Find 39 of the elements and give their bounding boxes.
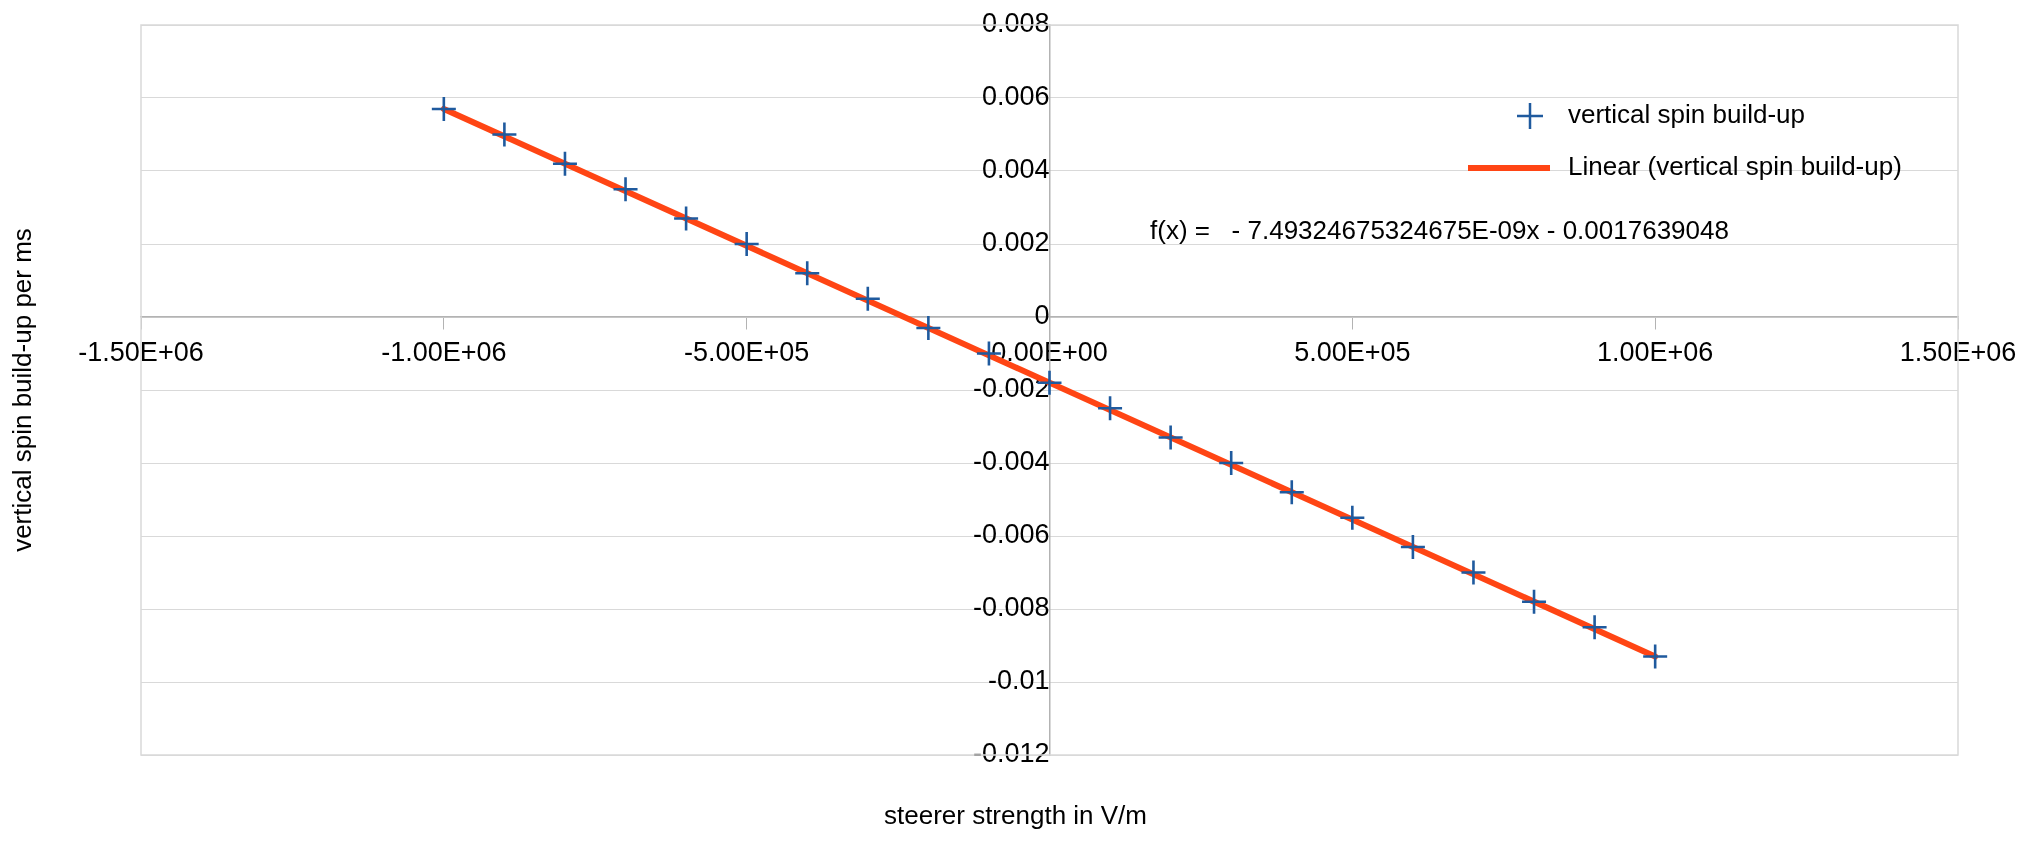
- point: [492, 122, 517, 147]
- x-tick-label: 0.00E+00: [991, 336, 1108, 367]
- point: [1582, 615, 1607, 640]
- legend-label: Linear (vertical spin build-up): [1568, 151, 1902, 182]
- y-tick-label: 0.004: [981, 154, 1050, 185]
- point: [916, 315, 941, 340]
- point: [1461, 560, 1486, 585]
- y-tick-label: -0.008: [972, 592, 1050, 623]
- x-tick-label: 1.00E+06: [1596, 336, 1714, 367]
- point: [855, 286, 880, 311]
- x-tick-label: 5.00E+05: [1294, 336, 1411, 367]
- annotation: f(x) = - 7.49324675324675E-09x - 0.0017639048: [1150, 215, 1729, 246]
- x-tick-label: -5.00E+05: [683, 336, 810, 367]
- y-tick-label: -0.012: [972, 738, 1050, 769]
- y-tick-label: 0.002: [981, 227, 1050, 258]
- y-axis-title: vertical spin build-up per ms: [6, 228, 38, 552]
- point: [552, 151, 577, 176]
- point: [1340, 505, 1365, 530]
- point: [1098, 396, 1123, 421]
- y-tick-label: 0: [1034, 300, 1050, 331]
- point: [1219, 451, 1244, 475]
- point: [1279, 480, 1304, 505]
- point: [734, 232, 759, 256]
- y-tick-label: 0.008: [981, 8, 1050, 39]
- point: [613, 177, 638, 202]
- y-tick-label: -0.004: [972, 446, 1050, 477]
- x-tick-label: -1.50E+06: [78, 336, 204, 367]
- legend-label: vertical spin build-up: [1568, 99, 1806, 130]
- y-tick-label: 0.006: [981, 81, 1050, 112]
- x-axis-title: steerer strength in V/m: [883, 800, 1148, 831]
- point: [795, 261, 820, 286]
- point: [1158, 425, 1183, 450]
- x-tick-label: -1.00E+06: [381, 336, 507, 367]
- point: [1643, 644, 1668, 669]
- x-tick-label: 1.50E+06: [1899, 336, 2017, 367]
- point: [674, 206, 699, 231]
- y-tick-label: -0.006: [972, 519, 1050, 550]
- point: [1522, 589, 1547, 614]
- y-tick-label: -0.01: [987, 665, 1050, 696]
